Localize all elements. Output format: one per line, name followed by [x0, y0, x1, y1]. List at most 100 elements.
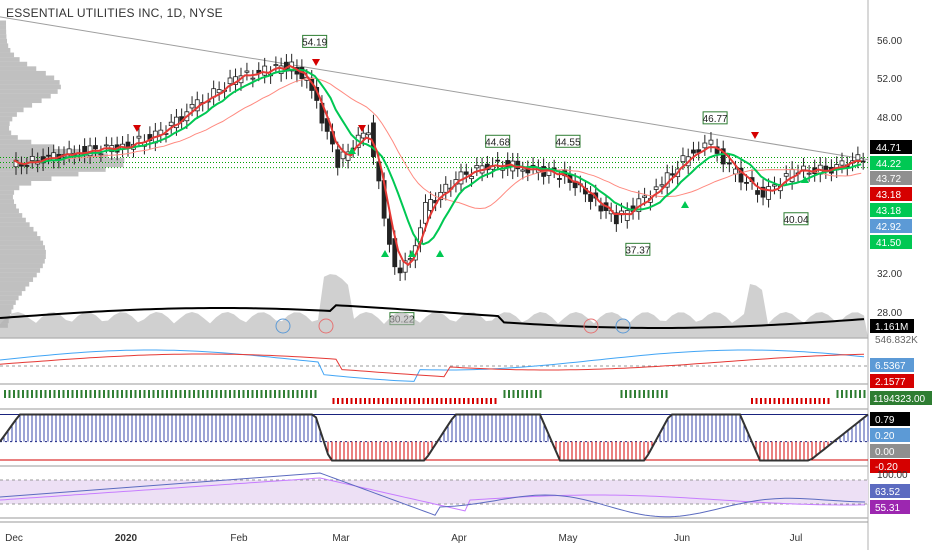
histogram-bar	[98, 390, 101, 398]
histogram-bar	[656, 390, 659, 398]
candle-body	[168, 121, 174, 127]
histogram-bar	[40, 390, 42, 398]
histogram-bar	[188, 390, 191, 398]
candle-body	[783, 173, 789, 177]
candle-body	[216, 89, 222, 94]
price-label-box	[302, 34, 328, 48]
volume-profile-bar	[0, 75, 55, 81]
event-marker-icon[interactable]	[583, 318, 599, 334]
event-marker-icon[interactable]	[615, 318, 631, 334]
histogram-bar	[445, 398, 447, 404]
histogram-bar	[85, 390, 87, 398]
volume-profile-bar	[0, 176, 52, 182]
histogram-bar	[634, 390, 636, 398]
candle-body	[19, 164, 24, 167]
volume-profile-bar	[0, 263, 43, 269]
candle-body	[103, 144, 109, 147]
volume-profile-bar	[0, 130, 12, 136]
volume-profile-bar	[0, 314, 10, 319]
candle-body	[402, 260, 408, 273]
histogram-bar	[89, 390, 92, 398]
volume-profile-bar	[0, 268, 41, 273]
volume-average-line	[0, 304, 865, 330]
volume-profile-bar	[0, 139, 32, 145]
volume-profile-bar	[0, 57, 20, 62]
histogram-bar	[337, 398, 339, 404]
x-tick-label: Dec	[5, 533, 23, 544]
histogram-bar	[521, 390, 524, 398]
histogram-bar	[215, 390, 218, 398]
histogram-bar	[404, 398, 407, 404]
candle-body	[46, 154, 51, 157]
y-tick-label: 48.00	[877, 113, 902, 124]
rsi-value-label: 63.52	[875, 487, 900, 498]
volume-profile-bar	[0, 107, 24, 113]
histogram-bar	[197, 390, 200, 398]
candle-body	[801, 165, 806, 171]
volume-profile-bar	[0, 125, 10, 131]
histogram-bar	[265, 390, 267, 398]
volume-profile-bar	[0, 171, 79, 177]
histogram-bar	[193, 390, 195, 398]
histogram-bar	[485, 398, 488, 404]
sell-signal-icon	[133, 125, 141, 132]
histogram-bar	[769, 398, 771, 404]
histogram-bar	[67, 390, 69, 398]
volume-profile-bar	[0, 148, 81, 154]
histogram-bar	[4, 390, 6, 398]
histogram-bar	[274, 390, 276, 398]
histogram-bar	[359, 398, 362, 404]
candle-body	[66, 148, 72, 155]
candle-body	[387, 218, 392, 245]
candle-body	[189, 103, 195, 109]
candle-body	[423, 202, 428, 224]
price-label: 46.77	[703, 114, 728, 125]
histogram-bar	[517, 390, 519, 398]
histogram-bar	[503, 390, 506, 398]
volume-profile-bar	[0, 295, 19, 301]
volume-profile-bar	[0, 70, 46, 76]
volume-profile-bar	[0, 236, 41, 241]
price-label: 44.55	[555, 137, 580, 148]
osc-line	[0, 413, 869, 462]
rsi-tick-label: 100.00	[877, 470, 908, 481]
histogram-bar	[31, 390, 33, 398]
histogram-bar	[278, 390, 281, 398]
histogram-bar	[170, 390, 173, 398]
histogram-bar	[373, 398, 375, 404]
candle-body	[588, 193, 593, 202]
volume-profile-bar	[0, 167, 106, 172]
osc-badge	[870, 444, 910, 458]
volume-profile-bar	[0, 93, 51, 99]
volume-profile-bar	[0, 309, 12, 315]
volume-profile-bar	[0, 190, 15, 195]
histogram-bar	[791, 398, 794, 404]
histogram-bar	[44, 390, 47, 398]
osc-value-label: -0.20	[875, 462, 898, 473]
volume-profile-bar	[0, 254, 46, 259]
histogram-bar	[440, 398, 443, 404]
event-marker-icon[interactable]	[275, 318, 291, 334]
histogram-bar	[256, 390, 258, 398]
histogram-bar	[647, 390, 650, 398]
histogram-bar	[854, 390, 857, 398]
event-marker-icon[interactable]	[318, 318, 334, 334]
histogram-bar	[49, 390, 51, 398]
volume-profile-bar	[0, 291, 22, 296]
candle-body	[495, 159, 501, 162]
price-badge-label: 43.18	[876, 206, 901, 217]
histogram-bar	[332, 398, 335, 404]
price-label: 37.37	[625, 245, 650, 256]
histogram-bar	[224, 390, 227, 398]
candle-body	[273, 64, 279, 66]
volume-profile-bar	[0, 103, 33, 108]
volume-profile-bar	[0, 112, 17, 117]
histogram-bar	[391, 398, 393, 404]
histogram-bar	[764, 398, 767, 404]
candle-body	[744, 181, 749, 184]
candle-body	[428, 199, 433, 211]
macd-value-label: 6.5367	[875, 361, 906, 372]
histogram-bar	[260, 390, 263, 398]
candle-body	[335, 149, 341, 168]
